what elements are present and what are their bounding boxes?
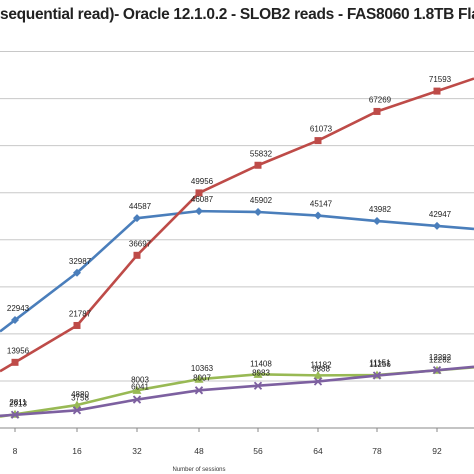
data-point-marker xyxy=(10,410,20,419)
x-tick-label: 32 xyxy=(132,446,142,456)
series-line xyxy=(0,77,474,373)
data-point-marker xyxy=(194,374,204,383)
data-label: 8003 xyxy=(131,375,149,384)
x-tick-label: 78 xyxy=(372,446,382,456)
x-tick-label: 48 xyxy=(194,446,204,456)
data-point-marker xyxy=(432,366,442,375)
data-label: 61073 xyxy=(310,125,333,134)
data-point-marker xyxy=(194,386,204,395)
data-point-marker xyxy=(73,321,81,329)
data-point-marker xyxy=(195,207,203,216)
data-label: 2913 xyxy=(9,399,27,408)
data-label: 49956 xyxy=(191,177,214,186)
data-point-marker xyxy=(373,217,381,226)
series-line xyxy=(0,209,474,333)
data-label: 21787 xyxy=(69,309,92,318)
data-point-marker xyxy=(314,211,322,220)
data-label: 13956 xyxy=(7,346,30,355)
data-point-marker xyxy=(373,107,381,115)
data-point-marker xyxy=(72,406,82,415)
data-point-marker xyxy=(313,377,323,386)
data-point-marker xyxy=(132,395,142,404)
data-point-marker xyxy=(73,268,81,277)
data-point-marker xyxy=(11,316,19,325)
data-point-marker xyxy=(253,381,263,390)
data-point-marker xyxy=(72,400,82,409)
data-label: 3758 xyxy=(71,393,89,402)
data-point-marker xyxy=(313,370,323,379)
x-tick-label: 56 xyxy=(253,446,263,456)
data-point-marker xyxy=(133,251,141,259)
data-label: 4880 xyxy=(71,390,89,399)
data-label: 67269 xyxy=(369,95,392,104)
data-point-marker xyxy=(314,137,322,145)
data-point-marker xyxy=(132,385,142,394)
chart-title: sequential read)- Oracle 12.1.0.2 - SLOB… xyxy=(0,6,474,23)
data-point-marker xyxy=(433,87,441,95)
data-label: 11151 xyxy=(369,359,391,368)
data-point-marker xyxy=(372,371,382,380)
data-point-marker xyxy=(254,161,262,169)
data-label: 11408 xyxy=(250,359,272,368)
data-label: 45902 xyxy=(250,196,273,205)
data-label: 55832 xyxy=(250,149,273,158)
data-label: 46087 xyxy=(191,195,214,204)
data-label: 44587 xyxy=(129,202,152,211)
data-label: 12292 xyxy=(429,353,452,362)
x-tick-label: 64 xyxy=(313,446,323,456)
data-point-marker xyxy=(195,189,203,197)
x-axis-label: Number of sessions xyxy=(172,467,225,473)
x-tick-label: 8 xyxy=(13,446,18,456)
data-point-marker xyxy=(11,358,19,366)
data-label: 22943 xyxy=(7,304,30,313)
series-line xyxy=(0,365,474,418)
data-label: 6041 xyxy=(131,383,149,392)
data-point-marker xyxy=(253,369,263,378)
data-label: 2811 xyxy=(9,398,27,407)
data-label: 8983 xyxy=(252,369,270,378)
data-label: 10363 xyxy=(191,364,214,373)
data-label: 8007 xyxy=(193,373,211,382)
x-tick-label: 16 xyxy=(72,446,82,456)
x-tick-label: 92 xyxy=(432,446,442,456)
data-label: 71593 xyxy=(429,75,452,84)
data-point-marker xyxy=(254,207,262,216)
data-label: 45147 xyxy=(310,200,333,209)
data-label: 32987 xyxy=(69,257,92,266)
data-label: 43982 xyxy=(369,205,392,214)
data-label: 36697 xyxy=(129,239,152,248)
data-point-marker xyxy=(433,221,441,230)
data-label: 12262 xyxy=(429,355,452,364)
data-point-marker xyxy=(133,214,141,223)
data-label: 11182 xyxy=(310,360,332,369)
data-label: 42947 xyxy=(429,210,452,219)
data-label: 11256 xyxy=(369,360,391,369)
data-label: 9888 xyxy=(312,364,330,373)
